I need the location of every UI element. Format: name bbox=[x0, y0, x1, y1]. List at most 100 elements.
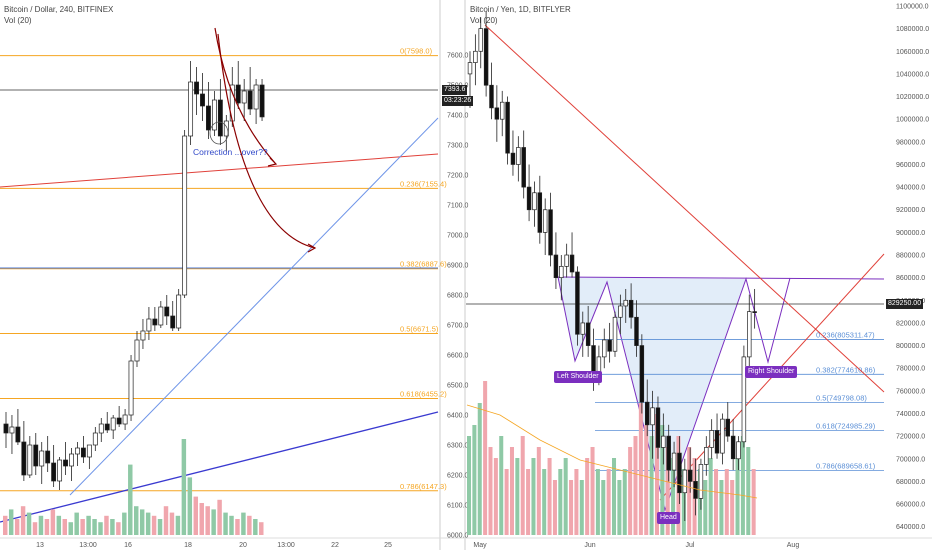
right-volume-bar bbox=[472, 425, 477, 535]
right-date-tick: May bbox=[473, 542, 487, 549]
right-price-tick: 660000.0 bbox=[896, 502, 925, 509]
left-candle-body bbox=[80, 447, 86, 458]
right-volume-bar bbox=[649, 436, 654, 535]
left-volume-bar bbox=[169, 512, 175, 535]
left-volume-bar bbox=[253, 519, 258, 535]
right-price-tick: 1060000.0 bbox=[896, 49, 929, 56]
left-candle-body bbox=[158, 306, 164, 326]
right-volume-bar bbox=[509, 447, 514, 535]
left-price-tick: 7100.0 bbox=[447, 203, 469, 210]
left-price-tick: 6800.0 bbox=[447, 293, 469, 300]
right-volume-bar bbox=[483, 381, 488, 535]
left-candle-body bbox=[217, 99, 223, 137]
right-volume-bar bbox=[724, 469, 729, 535]
left-volume-bar bbox=[241, 512, 246, 535]
left-candle-body bbox=[3, 423, 9, 434]
right-candle-body bbox=[569, 254, 575, 273]
right-candle-body bbox=[628, 299, 634, 318]
right-volume-bar bbox=[515, 458, 520, 535]
left-fib-label: 0.382(6887.6) bbox=[400, 260, 447, 269]
left-navy-trendline bbox=[0, 411, 439, 523]
right-candle-body bbox=[591, 345, 596, 375]
left-price-tick: 7200.0 bbox=[447, 173, 469, 180]
right-volume-bar bbox=[526, 469, 531, 535]
left-candle-body bbox=[21, 441, 27, 476]
right-candle-body bbox=[532, 192, 537, 211]
pattern-fill bbox=[558, 277, 746, 510]
left-candle-body bbox=[188, 81, 194, 137]
right-volume-bar bbox=[499, 436, 504, 535]
right-candle-body bbox=[489, 84, 494, 109]
right-candle-body bbox=[682, 469, 688, 494]
left-candle-body bbox=[241, 90, 247, 104]
left-candle-body bbox=[211, 99, 217, 131]
right-price-tick: 920000.0 bbox=[896, 207, 925, 214]
right-volume-bar bbox=[730, 480, 735, 535]
right-price-tick: 900000.0 bbox=[896, 230, 925, 237]
right-candle-body bbox=[553, 254, 559, 279]
right-candle-body bbox=[575, 271, 580, 335]
left-volume-bar bbox=[8, 509, 14, 535]
correction-curve-short bbox=[214, 27, 276, 164]
right-candle-body bbox=[467, 62, 473, 75]
right-candle-body bbox=[478, 28, 483, 52]
volume-ma-line bbox=[466, 404, 758, 499]
left-price-tick: 6700.0 bbox=[447, 323, 469, 330]
left-volume-bar bbox=[157, 519, 163, 535]
left-price-tick: 7300.0 bbox=[447, 143, 469, 150]
arrow-head bbox=[267, 157, 278, 167]
left-volume-bar bbox=[26, 512, 32, 535]
left-candle-body bbox=[176, 294, 182, 329]
right-volume-bar bbox=[542, 469, 547, 535]
left-candle-body bbox=[39, 450, 45, 467]
left-countdown: 03:23:26 bbox=[442, 96, 474, 106]
left-volume-bar bbox=[122, 512, 127, 535]
right-volume-bar bbox=[719, 480, 724, 535]
right-price-tick: 760000.0 bbox=[896, 388, 925, 395]
right-fib-label: 0.618(724985.29) bbox=[816, 421, 876, 430]
left-candle-body bbox=[128, 360, 134, 416]
right-volume-bar bbox=[746, 447, 751, 535]
right-volume-bar bbox=[665, 447, 670, 535]
right-volume-bar bbox=[606, 469, 611, 535]
right-volume-bar bbox=[595, 469, 600, 535]
right-price-tick: 1000000.0 bbox=[896, 117, 929, 124]
right-volume-bar bbox=[687, 447, 692, 535]
right-volume-bar bbox=[520, 436, 525, 535]
right-candle-body bbox=[720, 418, 725, 454]
right-volume-bar bbox=[660, 425, 665, 535]
left-volume-bar bbox=[104, 515, 109, 535]
right-price-tick: 940000.0 bbox=[896, 185, 925, 192]
left-volume-bar bbox=[151, 515, 157, 535]
right-candle-body bbox=[548, 209, 553, 256]
left-fib-label: 0(7598.0) bbox=[400, 47, 433, 56]
left-price-tick: 6500.0 bbox=[447, 383, 469, 390]
right-candle-body bbox=[687, 469, 693, 482]
left-candle-body bbox=[92, 432, 98, 446]
left-candle-body bbox=[75, 447, 80, 455]
right-volume-bar bbox=[681, 469, 686, 535]
right-volume-bar bbox=[467, 436, 472, 535]
left-candle-body bbox=[51, 462, 57, 482]
right-candle-body bbox=[559, 265, 564, 279]
left-volume-bar bbox=[80, 519, 85, 535]
left-candle-body bbox=[69, 453, 74, 467]
right-candle-body bbox=[612, 316, 618, 352]
left-candle-body bbox=[253, 84, 259, 110]
left-price-tick: 6100.0 bbox=[447, 503, 469, 510]
left-chart-title: Bitcoin / Dollar, 240, BITFINEX bbox=[4, 5, 114, 14]
left-volume-bar bbox=[235, 519, 240, 535]
head-and-shoulders-outline bbox=[557, 276, 791, 512]
right-volume-bar bbox=[654, 414, 659, 535]
left-volume-bar bbox=[110, 519, 115, 535]
neckline bbox=[555, 276, 885, 280]
circle-marker bbox=[209, 121, 229, 145]
left-volume-bar bbox=[247, 515, 252, 535]
left-volume-bar bbox=[229, 515, 234, 535]
left-volume-bar bbox=[14, 519, 20, 535]
left-price-tick: 6300.0 bbox=[447, 443, 469, 450]
left-candle-body bbox=[104, 423, 110, 431]
right-shoulder-label: Right Shoulder bbox=[745, 366, 798, 378]
left-candle-body bbox=[259, 84, 265, 118]
